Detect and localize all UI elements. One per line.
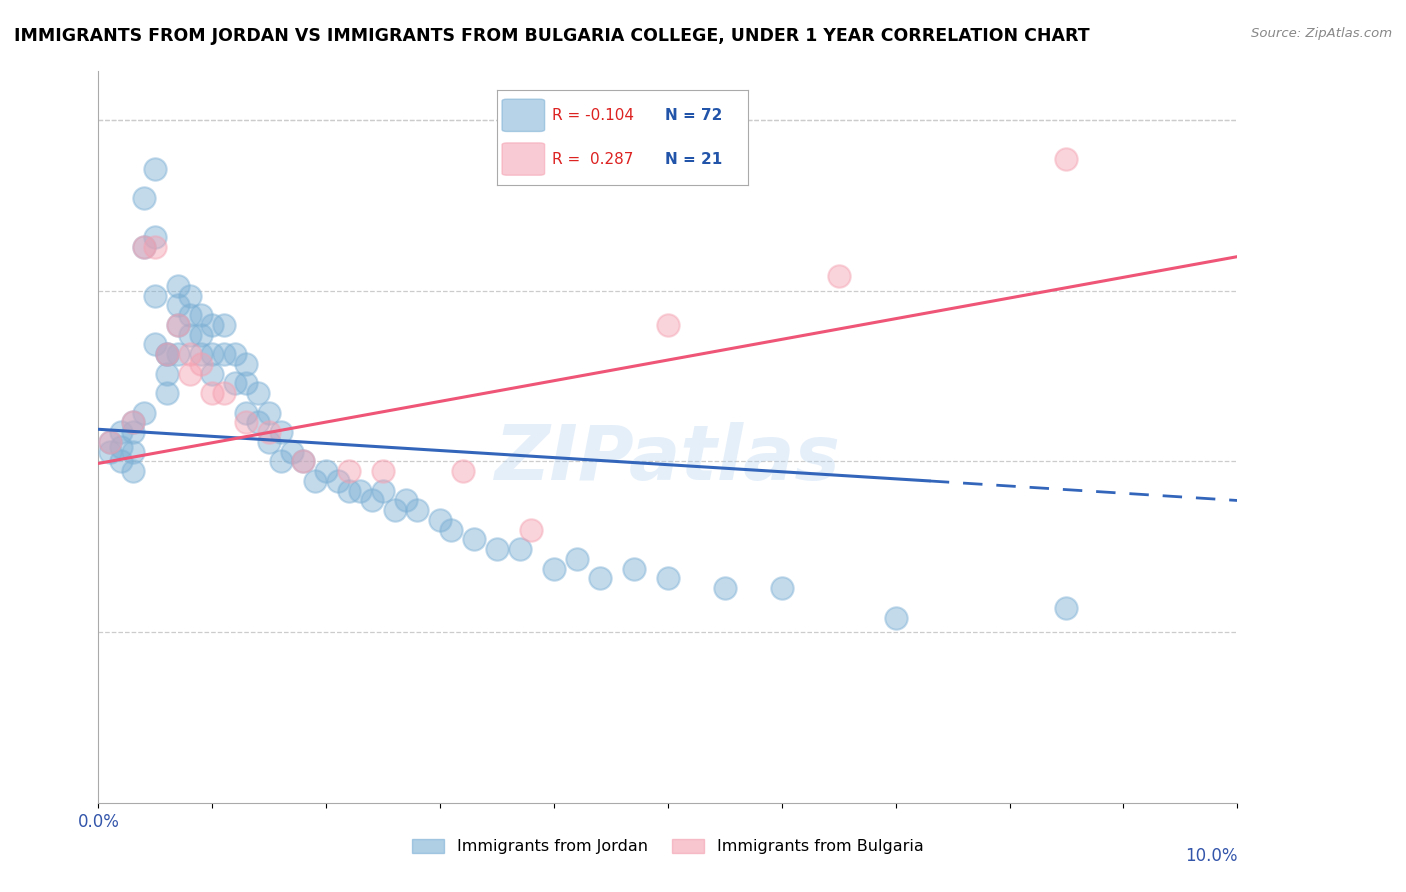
Point xyxy=(179,288,201,302)
Point xyxy=(714,581,737,595)
Point xyxy=(828,269,851,284)
Point xyxy=(623,562,645,576)
Point xyxy=(326,474,349,488)
Point xyxy=(440,523,463,537)
Text: 10.0%: 10.0% xyxy=(1185,847,1237,864)
Point xyxy=(167,279,190,293)
Point xyxy=(246,386,269,401)
Point xyxy=(145,288,167,302)
Point xyxy=(132,406,155,420)
Point xyxy=(212,386,235,401)
Point xyxy=(179,308,201,322)
Point xyxy=(201,367,224,381)
Point xyxy=(235,357,257,371)
Point xyxy=(565,552,588,566)
Point xyxy=(259,434,281,449)
Point xyxy=(315,464,337,478)
Point xyxy=(167,298,190,312)
Point xyxy=(884,610,907,624)
Text: Source: ZipAtlas.com: Source: ZipAtlas.com xyxy=(1251,27,1392,40)
Legend: Immigrants from Jordan, Immigrants from Bulgaria: Immigrants from Jordan, Immigrants from … xyxy=(406,832,929,861)
Point xyxy=(98,434,121,449)
Point xyxy=(110,425,132,440)
Point xyxy=(201,347,224,361)
Point xyxy=(509,542,531,557)
Point xyxy=(292,454,315,468)
Point xyxy=(121,416,143,430)
Point xyxy=(292,454,315,468)
Point xyxy=(451,464,474,478)
Point xyxy=(156,386,179,401)
Point xyxy=(337,483,360,498)
Point xyxy=(190,347,212,361)
Point xyxy=(121,464,143,478)
Point xyxy=(235,406,257,420)
Point xyxy=(373,464,395,478)
Point xyxy=(98,444,121,458)
Point xyxy=(235,376,257,391)
Point xyxy=(259,406,281,420)
Point xyxy=(337,464,360,478)
Point xyxy=(406,503,429,517)
Point xyxy=(156,347,179,361)
Point xyxy=(486,542,509,557)
Point xyxy=(281,444,304,458)
Point xyxy=(145,240,167,254)
Point xyxy=(190,327,212,342)
Point xyxy=(121,416,143,430)
Point xyxy=(304,474,326,488)
Point xyxy=(588,572,610,586)
Point xyxy=(270,425,292,440)
Point xyxy=(167,318,190,332)
Point xyxy=(121,444,143,458)
Point xyxy=(360,493,382,508)
Point xyxy=(179,347,201,361)
Point xyxy=(270,454,292,468)
Point xyxy=(246,416,269,430)
Point xyxy=(1056,152,1078,166)
Point xyxy=(1056,600,1078,615)
Point xyxy=(156,347,179,361)
Point xyxy=(98,434,121,449)
Point xyxy=(201,318,224,332)
Point xyxy=(145,161,167,176)
Point xyxy=(259,425,281,440)
Point xyxy=(145,230,167,244)
Text: ZIPatlas: ZIPatlas xyxy=(495,422,841,496)
Point xyxy=(395,493,418,508)
Point xyxy=(520,523,543,537)
Point xyxy=(201,386,224,401)
Point xyxy=(224,347,246,361)
Text: IMMIGRANTS FROM JORDAN VS IMMIGRANTS FROM BULGARIA COLLEGE, UNDER 1 YEAR CORRELA: IMMIGRANTS FROM JORDAN VS IMMIGRANTS FRO… xyxy=(14,27,1090,45)
Point xyxy=(373,483,395,498)
Point xyxy=(132,240,155,254)
Point xyxy=(132,191,155,205)
Point xyxy=(145,337,167,351)
Point xyxy=(156,367,179,381)
Point xyxy=(179,327,201,342)
Point xyxy=(463,533,485,547)
Point xyxy=(235,416,257,430)
Point xyxy=(190,357,212,371)
Point xyxy=(657,318,679,332)
Point xyxy=(156,347,179,361)
Point xyxy=(429,513,451,527)
Point xyxy=(349,483,371,498)
Point xyxy=(132,240,155,254)
Point xyxy=(212,318,235,332)
Point xyxy=(110,440,132,454)
Point xyxy=(190,308,212,322)
Point xyxy=(384,503,406,517)
Point xyxy=(121,425,143,440)
Point xyxy=(167,347,190,361)
Point xyxy=(657,572,679,586)
Point xyxy=(110,454,132,468)
Point xyxy=(167,318,190,332)
Point xyxy=(543,562,565,576)
Point xyxy=(224,376,246,391)
Point xyxy=(212,347,235,361)
Point xyxy=(770,581,793,595)
Point xyxy=(179,367,201,381)
